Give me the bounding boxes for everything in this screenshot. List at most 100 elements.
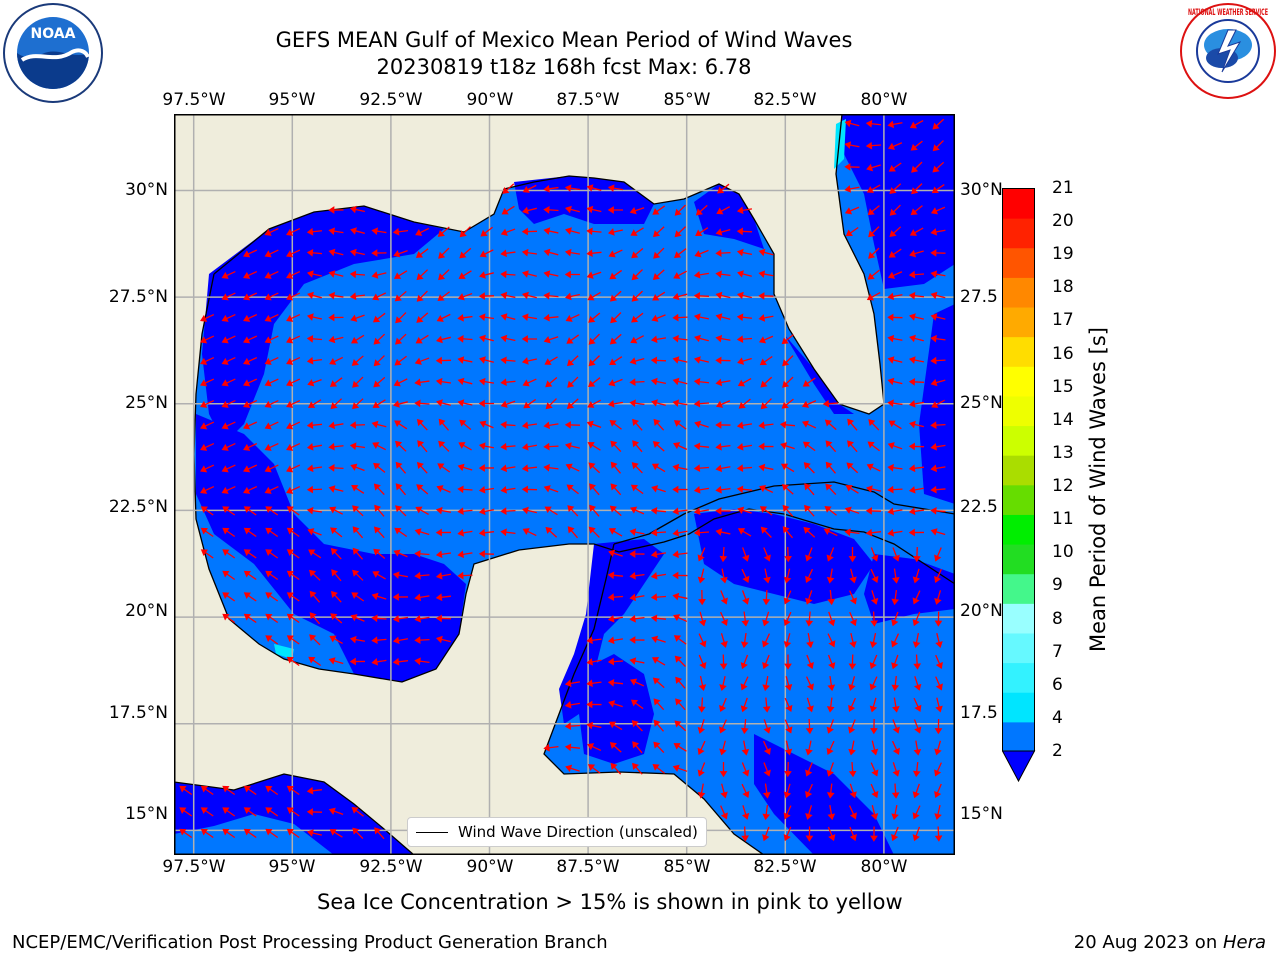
wave-arrow-head (887, 120, 895, 129)
wave-arrow-head (222, 828, 230, 836)
wave-arrow-head (866, 163, 874, 172)
colorbar-band (1002, 366, 1035, 397)
wave-arrow-head (521, 443, 529, 451)
wave-arrow-head (200, 549, 208, 556)
wave-arrow-head (330, 548, 338, 556)
wave-arrow-head (742, 575, 750, 583)
wave-arrow-head (912, 791, 920, 799)
wave-arrow-head (587, 401, 595, 408)
lat-label-left: 27.5°N (108, 287, 168, 307)
wave-arrow-head (848, 770, 857, 778)
wave-arrow-head (416, 315, 424, 323)
wave-arrow-head (715, 249, 722, 257)
wave-arrow-head (783, 791, 792, 799)
wave-arrow-head (934, 575, 942, 583)
wave-arrow-head (392, 614, 400, 623)
wave-arrow-head (607, 228, 615, 236)
wave-arrow-head (306, 421, 314, 430)
wave-arrow-head (607, 615, 615, 623)
wave-arrow-head (608, 721, 617, 729)
wave-arrow-head (478, 399, 485, 408)
wave-arrow-head (352, 526, 360, 534)
wave-arrow-head (395, 337, 403, 345)
wave-arrow-head (286, 293, 294, 301)
colorbar-tick-label: 21 (1052, 178, 1074, 198)
wave-arrow-head (500, 313, 508, 321)
wave-arrow-head (543, 270, 551, 278)
wave-arrow-head (801, 400, 810, 408)
wave-arrow-head (309, 590, 317, 598)
wave-arrow-head (631, 251, 639, 259)
wave-arrow-head (715, 507, 722, 515)
wave-arrow-head (415, 228, 423, 236)
wave-arrow-head (392, 227, 400, 236)
colorbar-band (1002, 307, 1035, 338)
wave-arrow-head (930, 249, 937, 257)
wave-arrow-head (565, 205, 572, 214)
wave-arrow-head (564, 270, 571, 279)
wave-arrow-head (221, 400, 229, 408)
wave-arrow-head (935, 641, 943, 648)
wave-arrow-head (200, 465, 208, 473)
wave-arrow-head (715, 464, 723, 473)
wave-arrow-head (609, 294, 618, 302)
wave-arrow-head (307, 291, 314, 300)
wave-arrow-head (286, 336, 294, 344)
wave-arrow-head (328, 227, 336, 235)
wave-arrow-head (806, 662, 814, 670)
wave-arrow-head (609, 419, 617, 427)
wave-arrow-head (651, 657, 660, 664)
wave-arrow-head (785, 726, 793, 734)
wave-arrow-head (870, 620, 878, 627)
lon-label-bottom: 82.5°W (753, 857, 817, 877)
wave-arrow-head (912, 812, 920, 820)
wave-arrow-head (694, 356, 701, 364)
wave-arrow-head (866, 293, 875, 301)
nws-logo: NATIONAL WEATHER SERVICE (1178, 2, 1278, 100)
wave-arrow-head (564, 421, 571, 429)
colorbar-tick-label: 11 (1052, 509, 1074, 530)
wave-arrow-head (459, 251, 467, 259)
wave-arrow-head (867, 208, 875, 216)
wave-arrow-head (674, 720, 682, 728)
wave-arrow-head (607, 571, 615, 580)
wave-arrow-head (737, 379, 746, 387)
wave-arrow-head (328, 807, 336, 815)
wave-arrow-head (932, 144, 940, 152)
wave-arrow-head (847, 418, 855, 426)
wave-arrow-head (672, 764, 680, 772)
wave-arrow-head (871, 575, 879, 583)
wave-arrow-head (888, 165, 896, 172)
wave-arrow-head (782, 526, 790, 534)
wave-arrow-head (759, 506, 768, 513)
wave-arrow-head (566, 337, 574, 344)
wave-arrow-head (653, 698, 661, 706)
wave-arrow-head (478, 528, 486, 537)
wave-arrow-head (587, 764, 596, 771)
wave-arrow-head (867, 272, 875, 280)
wave-arrow-head (414, 549, 421, 558)
wave-arrow-head (849, 618, 857, 627)
wave-arrow-head (736, 485, 744, 494)
wave-arrow-head (719, 726, 727, 734)
wave-arrow-head (782, 359, 790, 367)
wave-arrow-head (415, 506, 423, 514)
colorbar-tick-label: 13 (1052, 442, 1074, 463)
wave-arrow-head (672, 529, 680, 537)
wave-arrow-head (737, 528, 746, 535)
wave-arrow-head (500, 464, 508, 473)
wave-arrow-head (478, 485, 486, 494)
wave-arrow-head (243, 613, 251, 621)
wave-arrow-head (286, 592, 294, 599)
wave-arrow-head (200, 506, 208, 513)
wave-arrow-head (715, 400, 724, 408)
wave-arrow-head (543, 485, 551, 493)
wave-arrow-head (479, 250, 487, 258)
wave-arrow-head (435, 356, 442, 365)
wave-arrow-head (910, 143, 918, 151)
wave-arrow-head (586, 249, 593, 258)
wave-arrow-head (588, 380, 596, 388)
wave-arrow-head (868, 251, 876, 259)
wave-arrow-head (352, 547, 360, 555)
wave-arrow-head (588, 337, 596, 345)
